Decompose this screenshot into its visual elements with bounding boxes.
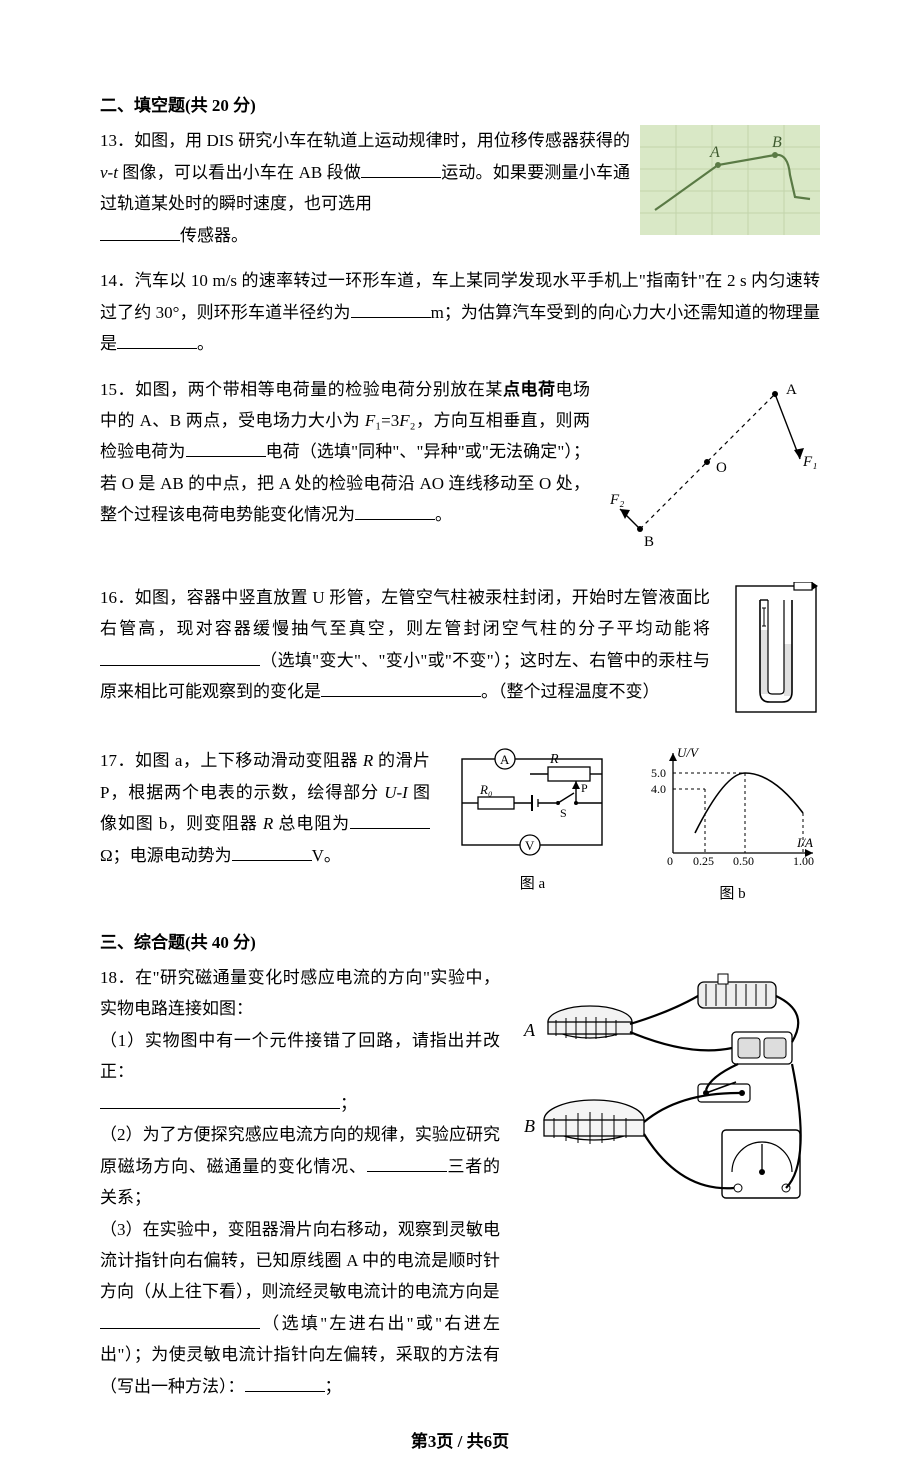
q17-y50: 5.0 xyxy=(651,766,666,780)
q13-blank1 xyxy=(361,159,441,178)
q17-t4: 总电阻为 xyxy=(273,814,350,833)
q13-t4: 传感器。 xyxy=(180,226,248,245)
footer-page: 第3页 xyxy=(411,1432,454,1451)
q17-R0: R₀ xyxy=(479,782,492,797)
q17-P: P xyxy=(581,781,588,795)
q18-t1: 在"研究磁通量变化时感应电流的方向"实验中，实物电路连接如图： xyxy=(100,968,500,1018)
q18-p3end: ； xyxy=(325,1377,342,1396)
q18-blank1 xyxy=(100,1090,340,1109)
q18-B: B xyxy=(524,1116,535,1136)
q14-period: 。 xyxy=(197,334,214,353)
q13-bg xyxy=(640,125,820,235)
page-footer: 第3页 / 共6页 xyxy=(100,1426,820,1457)
q15-F1: F₁ xyxy=(802,454,817,470)
q17-num: 17． xyxy=(100,751,135,770)
q15-blank1 xyxy=(186,439,266,458)
q13-labelB: B xyxy=(772,134,782,151)
q17-figa: A V R P R₀ S xyxy=(450,745,615,908)
q17-R2: R xyxy=(263,814,273,833)
q14-num: 14． xyxy=(100,271,135,290)
q16-blank2 xyxy=(321,679,481,698)
q15-num: 15． xyxy=(100,380,135,399)
q15-O: O xyxy=(716,460,727,476)
q14-blank2 xyxy=(117,330,197,349)
q17: A V R P R₀ S xyxy=(100,745,820,912)
q17-x025: 0.25 xyxy=(693,854,714,868)
q18-blank3 xyxy=(100,1310,260,1329)
q16-t1: 如图，容器中竖直放置 U 形管，左管空气柱被汞柱封闭，开始时左管液面比右管高，现… xyxy=(100,588,710,638)
q17-figb-label: 图 b xyxy=(645,881,820,909)
q15-A: A xyxy=(786,382,797,398)
q17-unit2: V。 xyxy=(312,846,341,865)
q17-V: V xyxy=(525,838,535,853)
q15-F2: F₂ xyxy=(610,492,624,508)
q16-num: 16． xyxy=(100,588,135,607)
q15-f1 xyxy=(775,394,800,459)
q15-F1a: F xyxy=(365,411,375,430)
q17-curve xyxy=(695,773,803,833)
q18-blank2 xyxy=(367,1153,447,1172)
q13-num: 13． xyxy=(100,131,134,150)
q17-ylabel: U/V xyxy=(677,745,700,760)
q17-xlabel: I/A xyxy=(796,835,813,850)
q15-fig: A B O F₁ F₂ xyxy=(610,374,820,564)
q17-unit1: Ω；电源电动势为 xyxy=(100,846,232,865)
q15-F1b: ₁=3 xyxy=(375,411,399,430)
q13-vt: v-t xyxy=(100,163,118,182)
q13-labelA: A xyxy=(709,144,720,161)
q15-bold: 点电荷 xyxy=(503,380,556,399)
q18-num: 18． xyxy=(100,968,135,987)
q14: 14．汽车以 10 m/s 的速率转过一环形车道，车上某同学发现水平手机上"指南… xyxy=(100,265,820,359)
q18-fig: A B xyxy=(510,962,820,1222)
q13-t2: 图像，可以看出小车在 AB 段做 xyxy=(118,163,361,182)
q14-blank1 xyxy=(351,299,431,318)
q17-UI: U-I xyxy=(384,783,408,802)
q17-figa-label: 图 a xyxy=(450,871,615,899)
q18: A B xyxy=(100,962,820,1402)
section3-title: 三、综合题(共 40 分) xyxy=(100,927,820,958)
q18-p3a: （3）在实验中，变阻器滑片向右移动，观察到灵敏电流计指针向右偏转，已知原线圈 A… xyxy=(100,1220,500,1302)
q17-figb: 5.0 4.0 0 0.25 0.50 1.00 U/V I/A 图 b xyxy=(645,745,820,908)
footer-total: 共6页 xyxy=(467,1432,510,1451)
q18-A: A xyxy=(523,1020,536,1040)
q16: 16．如图，容器中竖直放置 U 形管，左管空气柱被汞柱封闭，开始时左管液面比右管… xyxy=(100,582,820,731)
q18-p1: （1）实物图中有一个元件接错了回路，请指出并改正： xyxy=(100,1031,500,1081)
q18-p1end: ； xyxy=(340,1094,357,1113)
q17-y40: 4.0 xyxy=(651,782,666,796)
q15-B: B xyxy=(644,534,654,550)
q17-blank1 xyxy=(350,811,430,830)
q17-x050: 0.50 xyxy=(733,854,754,868)
q16-blank1 xyxy=(100,647,260,666)
q15-period: 。 xyxy=(435,505,452,524)
q16-fig xyxy=(732,582,820,727)
q18-blank4 xyxy=(245,1373,325,1392)
q17-x100: 1.00 xyxy=(793,854,814,868)
q13-fig: A B xyxy=(640,125,820,245)
q16-t3: 。（整个过程温度不变） xyxy=(481,682,660,701)
q17-A: A xyxy=(500,752,510,767)
q13-blank2 xyxy=(100,222,180,241)
q17-x0: 0 xyxy=(667,854,673,868)
q17-Rlabel: R xyxy=(549,752,559,767)
footer-sep: / xyxy=(453,1432,466,1451)
q13: A B 13．如图，用 DIS 研究小车在轨道上运动规律时，用位移传感器获得的 … xyxy=(100,125,820,251)
q17-t1: 如图 a，上下移动滑动变阻器 xyxy=(135,751,363,770)
q17-S: S xyxy=(560,806,567,820)
q15-t1: 如图，两个带相等电荷量的检验电荷分别放在某 xyxy=(135,380,503,399)
q15-F1c: F xyxy=(399,411,409,430)
q15-blank2 xyxy=(355,502,435,521)
q15: A B O F₁ F₂ 15．如图，两个带相等电荷量的检验电荷分别放在某点电荷电… xyxy=(100,374,820,568)
q17-R: R xyxy=(363,751,373,770)
q17-blank2 xyxy=(232,842,312,861)
section2-title: 二、填空题(共 20 分) xyxy=(100,90,820,121)
q13-t1: 如图，用 DIS 研究小车在轨道上运动规律时，用位移传感器获得的 xyxy=(134,131,630,150)
